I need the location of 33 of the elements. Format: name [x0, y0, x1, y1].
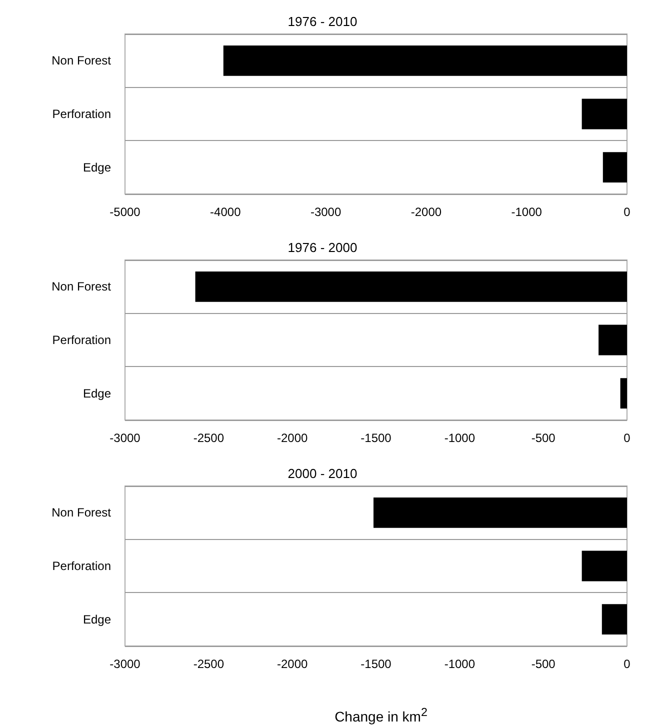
x-tick-label: -3000 — [310, 205, 342, 219]
x-tick-label: -2000 — [276, 431, 308, 445]
y-tick-label: Edge — [82, 386, 112, 400]
y-tick-label: Perforation — [52, 333, 111, 347]
y-tick-label: Non Forest — [52, 54, 112, 68]
x-tick-label: -3000 — [110, 657, 141, 671]
y-tick-label: Non Forest — [52, 506, 112, 520]
x-tick-label: -2000 — [276, 657, 308, 671]
y-tick-label: Non Forest — [52, 280, 112, 294]
x-tick-label: -2000 — [410, 205, 442, 219]
x-tick-label: 0 — [624, 431, 631, 445]
y-tick-label: Perforation — [52, 107, 111, 121]
x-tick-label: -1500 — [360, 657, 392, 671]
chart-title: 1976 - 2010 — [288, 14, 358, 29]
x-tick-label: -3000 — [110, 431, 141, 445]
x-tick-label: -1000 — [511, 205, 542, 219]
x-tick-label: -5000 — [110, 205, 141, 219]
x-tick-label: -1000 — [444, 431, 476, 445]
x-axis-title: Change in km$^{2}$ — [334, 706, 428, 725]
x-tick-label: 0 — [624, 205, 631, 219]
x-tick-label: -1500 — [360, 431, 392, 445]
x-tick-label: -2500 — [193, 657, 224, 671]
chart-title: 2000 - 2010 — [288, 466, 358, 481]
x-tick-label: 0 — [624, 657, 631, 671]
x-tick-label: -500 — [531, 657, 556, 671]
x-tick-label: -1000 — [444, 657, 476, 671]
x-tick-label: -500 — [531, 431, 556, 445]
y-tick-label: Edge — [82, 612, 112, 626]
y-tick-label: Perforation — [52, 559, 111, 573]
x-tick-label: -2500 — [193, 431, 224, 445]
y-tick-label: Edge — [82, 160, 112, 174]
chart-title: 1976 - 2000 — [288, 240, 358, 255]
x-tick-label: -4000 — [210, 205, 242, 219]
